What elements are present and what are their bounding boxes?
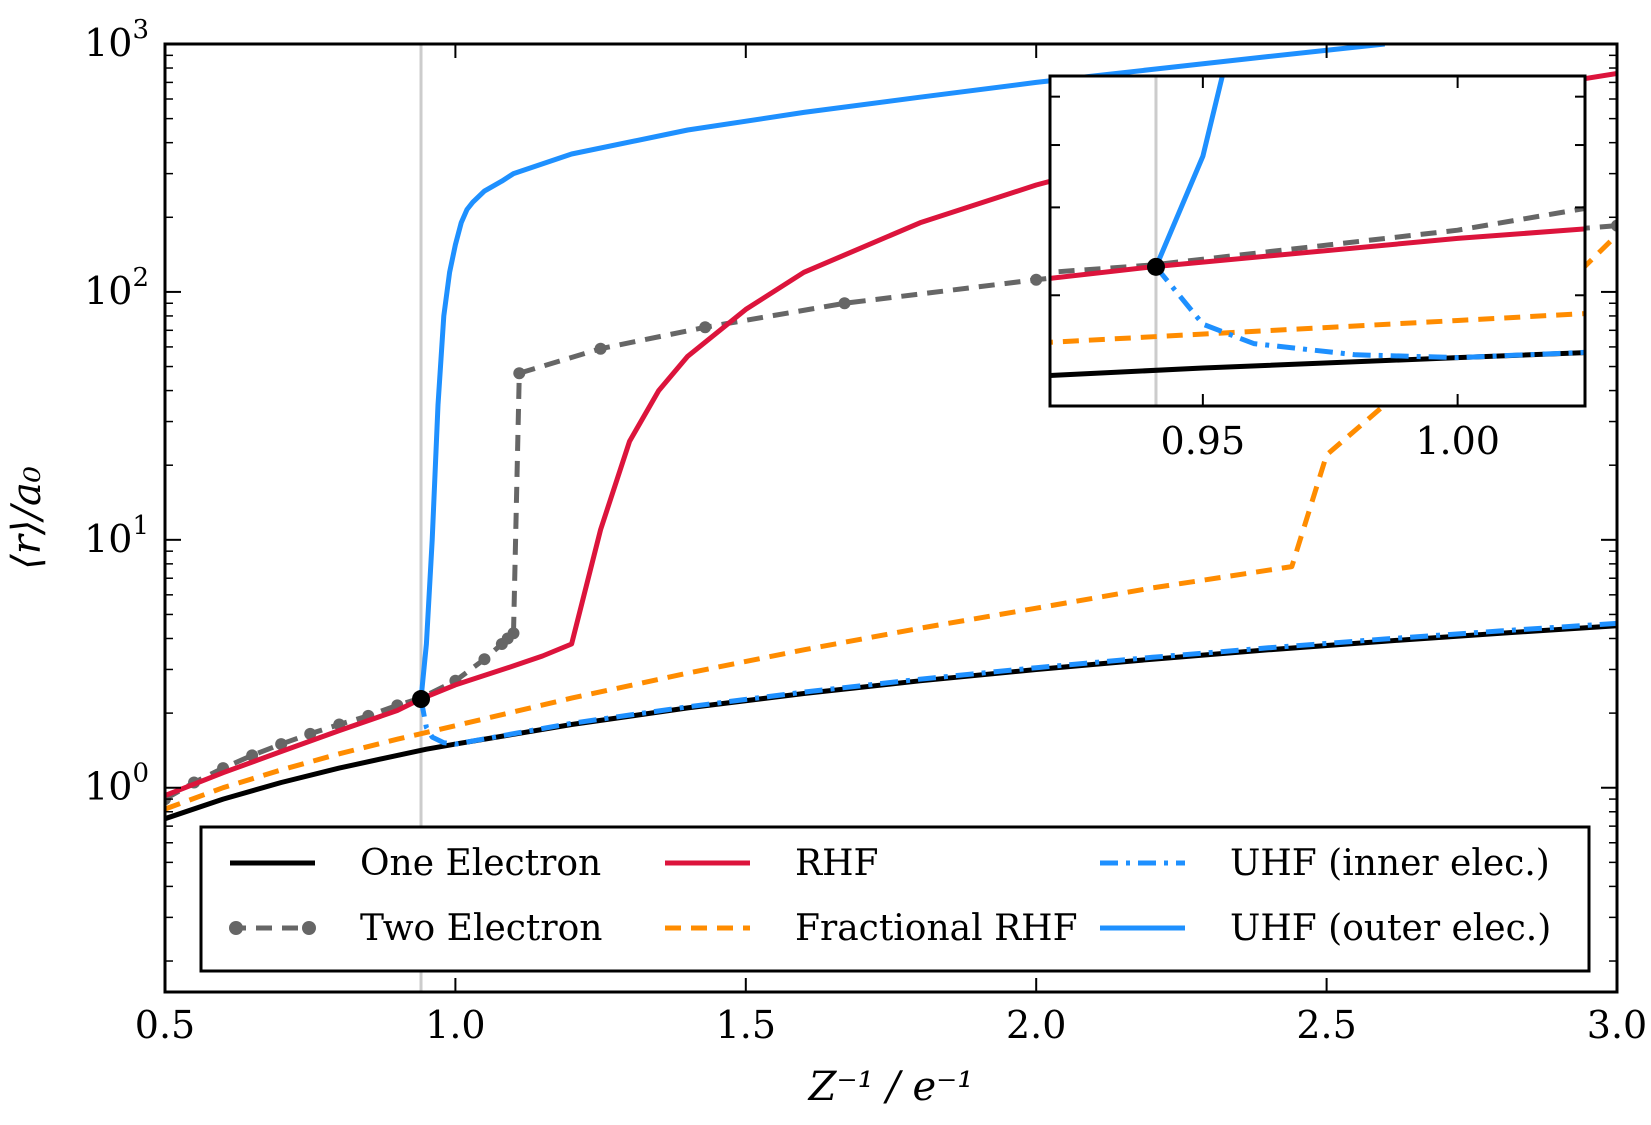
series-marker-1-17 (699, 321, 712, 334)
x-tick-label-3: 2.0 (1006, 1003, 1066, 1047)
inset-x-axis: 0.95 1.00 (1050, 76, 1585, 463)
legend-label-1: Two Electron (360, 908, 602, 949)
legend-label-0: One Electron (360, 843, 601, 884)
y-axis: 100 101 102 103 (84, 15, 1617, 962)
series-marker-1-11 (478, 653, 491, 666)
series-marker-1-15 (513, 367, 526, 380)
x-tick-label-2: 1.5 (716, 1003, 776, 1047)
y-tick-label-0: 100 (84, 759, 149, 809)
series-line-1 (165, 223, 1617, 802)
legend-label-3: Fractional RHF (795, 908, 1078, 949)
legend-label-5: UHF (outer elec.) (1230, 908, 1551, 949)
legend-label-4: UHF (inner elec.) (1230, 843, 1550, 884)
inset-series-line-4 (1154, 265, 1585, 361)
series-marker-1-4 (275, 738, 288, 751)
inset-frame (1048, 74, 1587, 408)
plot-frame (163, 42, 1619, 994)
x-tick-label-0: 0.5 (135, 1003, 195, 1047)
x-tick-label-5: 3.0 (1587, 1003, 1647, 1047)
inset-critical-point (1146, 257, 1165, 276)
legend-label-2: RHF (795, 843, 878, 884)
series-line-0 (165, 623, 1617, 822)
x-axis-title: Z⁻¹ / e⁻¹ (807, 1064, 974, 1110)
legend-marker-b (302, 921, 316, 935)
y-tick-label-3: 103 (84, 15, 149, 65)
series-marker-1-14 (507, 627, 520, 640)
legend-marker-a (229, 921, 243, 935)
legend-frame (199, 825, 1591, 973)
x-tick-label-1: 1.0 (425, 1003, 485, 1047)
legend-items: One Electron RHF UHF (inner elec.) Two Elec… (229, 843, 1551, 949)
inset-x-tick-label-0: 0.95 (1161, 419, 1246, 463)
series-line-4 (418, 620, 1617, 747)
y-axis-title: ⟨r⟩/a₀ (4, 466, 50, 570)
x-axis: 0.5 1.0 1.5 2.0 2.5 3.0 (135, 44, 1647, 1047)
x-tick-label-4: 2.5 (1296, 1003, 1356, 1047)
series-marker-1-5 (304, 727, 317, 740)
y-tick-label-1: 101 (84, 511, 149, 561)
series-marker-1-16 (594, 342, 607, 355)
series-line-5 (418, 44, 1385, 700)
y-tick-label-2: 102 (84, 263, 149, 313)
series-marker-1-19 (1030, 273, 1043, 286)
critical-point (412, 690, 431, 709)
inset-x-tick-label-1: 1.00 (1415, 419, 1500, 463)
inset: 0.95 1.00 (1048, 74, 1587, 463)
legend: One Electron RHF UHF (inner elec.) Two Elec… (199, 825, 1591, 973)
series-marker-1-18 (838, 297, 851, 310)
inset-series-layer (1050, 76, 1585, 379)
